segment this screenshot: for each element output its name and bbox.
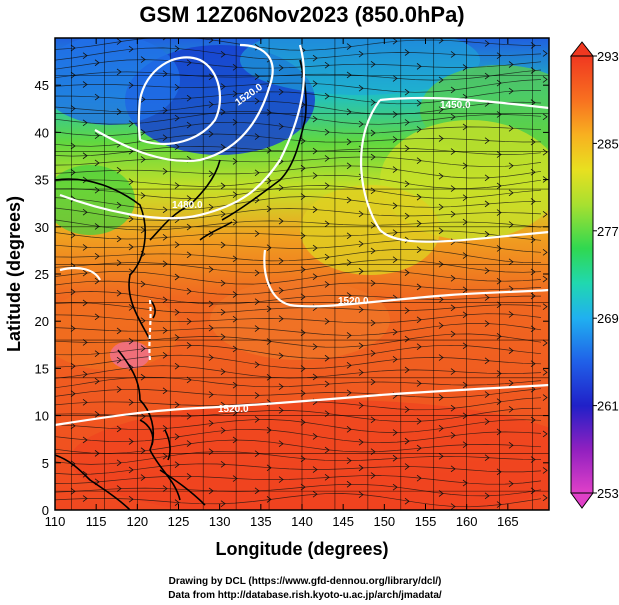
x-tick-label: 120	[126, 514, 148, 529]
x-tick-label: 155	[415, 514, 437, 529]
credit-data: Data from http://database.rish.kyoto-u.a…	[168, 590, 442, 601]
y-tick-label: 25	[35, 267, 49, 282]
x-tick-label: 115	[86, 514, 107, 529]
y-tick-label: 20	[35, 314, 49, 329]
y-tick-label: 40	[35, 125, 49, 140]
y-tick-label: 5	[42, 456, 49, 471]
contour-label: 1520.0	[338, 296, 369, 307]
x-tick-label: 160	[456, 514, 478, 529]
contour-label: 1450.0	[440, 100, 471, 111]
colorbar: 253 261 269 277 285 293	[569, 41, 619, 509]
y-tick-label: 10	[35, 409, 49, 424]
x-tick-label: 145	[332, 514, 354, 529]
height-contours	[55, 43, 549, 427]
x-axis-label: Longitude (degrees)	[215, 539, 388, 559]
colorbar-tick-label: 261	[597, 399, 619, 414]
x-tick-label: 130	[209, 514, 231, 529]
x-tick-label: 125	[168, 514, 190, 529]
map-title: GSM 12Z06Nov2023 (850.0hPa)	[139, 2, 464, 27]
x-tick-label: 165	[497, 514, 519, 529]
grid-lines	[55, 38, 549, 510]
x-tick-label: 135	[250, 514, 272, 529]
credit-drawing: Drawing by DCL (https://www.gfd-dennou.o…	[169, 576, 442, 587]
y-tick-label: 35	[35, 173, 49, 188]
x-tick-label: 140	[291, 514, 313, 529]
colorbar-tick-label: 269	[597, 311, 619, 326]
x-axis-ticks: 110 115 120 125 130 135 140 145 150 155 160 165	[45, 38, 519, 529]
x-tick-label: 110	[45, 514, 66, 529]
coastlines	[55, 59, 307, 510]
y-axis-ticks: 0 5 10 15 20 25 30 35 40 45	[35, 78, 549, 518]
y-axis-label: Latitude (degrees)	[4, 196, 24, 352]
x-tick-label: 150	[373, 514, 395, 529]
colorbar-ticks: 253 261 269 277 285 293	[593, 49, 619, 501]
y-tick-label: 45	[35, 78, 49, 93]
y-tick-label: 0	[42, 503, 49, 518]
colorbar-tick-label: 285	[597, 136, 619, 151]
contour-label: 1480.0	[172, 200, 203, 211]
y-tick-label: 15	[35, 361, 49, 376]
colorbar-tick-label: 253	[597, 486, 619, 501]
contour-label: 1520.0	[218, 404, 249, 415]
colorbar-tick-label: 277	[597, 224, 619, 239]
colorbar-tick-label: 293	[597, 49, 619, 64]
temperature-field: 1480.0 1450.0 1520.0 1520.0 1520.0	[55, 38, 549, 510]
y-tick-label: 30	[35, 220, 49, 235]
